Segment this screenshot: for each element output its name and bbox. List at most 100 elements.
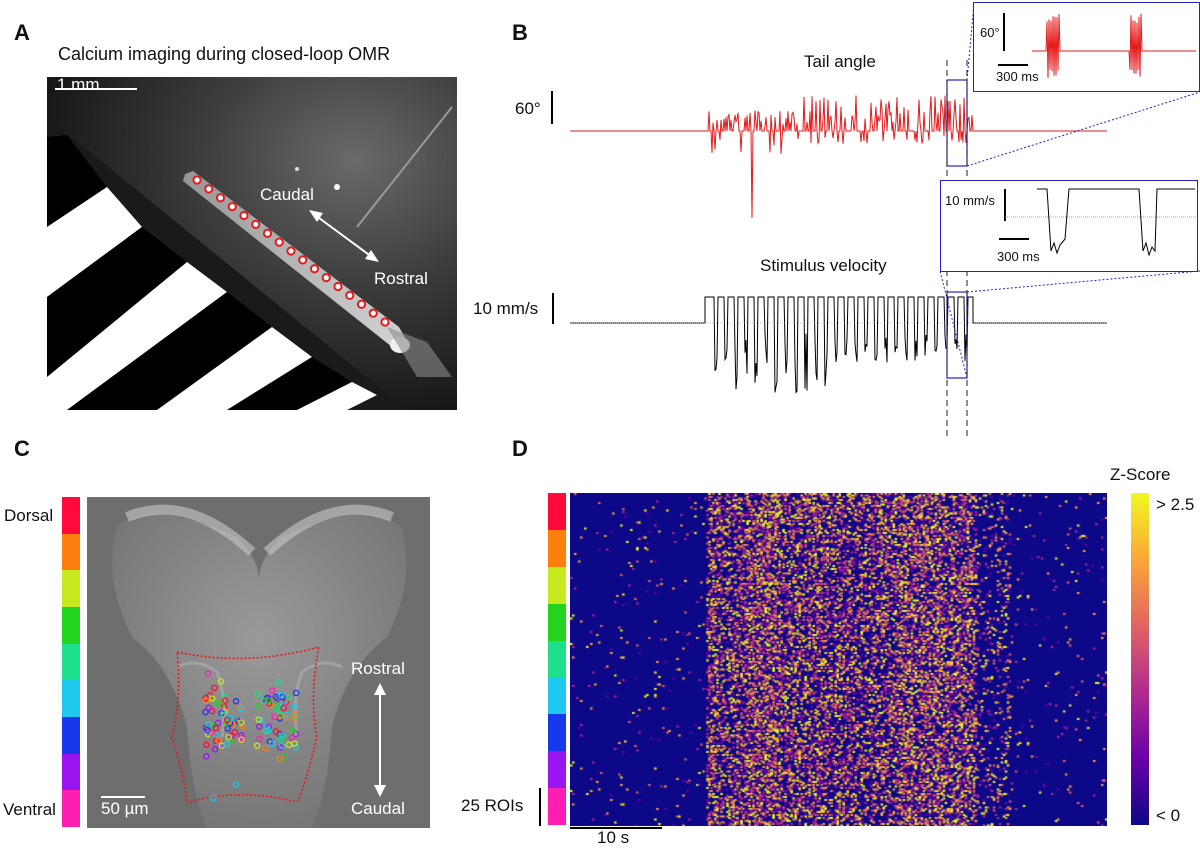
inset-stim-time: 300 ms [997, 249, 1040, 264]
roi-circle [255, 716, 262, 723]
colorbar-min-label: < 0 [1156, 806, 1181, 825]
tail-point [321, 273, 331, 283]
stimulus-velocity-trace [570, 296, 1107, 394]
roi-circle [289, 727, 297, 734]
roi-circle [260, 697, 268, 705]
roi-circle [202, 708, 209, 716]
roi-circle [205, 704, 212, 711]
roi-circle [253, 742, 261, 749]
roi-circle [269, 687, 276, 694]
inset-tail-scale: 60° [980, 25, 1000, 40]
colorbar-max-label: > 2.5 [1156, 495, 1195, 514]
roi-circle [264, 727, 272, 735]
bright-spot [334, 184, 340, 190]
roi-region-outline [171, 645, 321, 805]
roi-circle [282, 714, 289, 721]
roi-circle [223, 719, 230, 727]
roi-circle [285, 694, 292, 701]
depth-color-segment [548, 751, 566, 788]
tail-point [192, 175, 202, 185]
roi-circle [236, 716, 243, 723]
depth-color-segment [548, 640, 566, 678]
roi-circle [231, 728, 239, 736]
roi-circle [273, 705, 280, 712]
zoom-projection-line [966, 3, 975, 81]
roi-circle [271, 713, 278, 721]
roi-circle [278, 742, 286, 749]
roi-circles [202, 670, 300, 802]
roi-circle [205, 720, 213, 728]
panel-d-letter: D [512, 436, 528, 461]
panel-c-brain-image: 50 µm [87, 497, 430, 828]
roi-circle [280, 754, 287, 761]
zoom-projection-line [966, 270, 1200, 293]
tail-point [380, 317, 390, 327]
roi-circle [288, 734, 296, 741]
roi-circle [210, 684, 218, 692]
depth-color-bar [62, 497, 80, 827]
brain-outline [112, 514, 407, 828]
roi-circle [272, 693, 280, 701]
stim-velocity-title: Stimulus velocity [760, 256, 887, 275]
depth-color-segment [548, 714, 566, 752]
depth-color-segment [62, 753, 80, 791]
roi-circle [218, 701, 225, 709]
roi-circle [256, 735, 263, 743]
roi-circle [258, 716, 265, 724]
stim-inset: 10 mm/s 300 ms [940, 180, 1198, 272]
roi-circle [202, 697, 210, 705]
roi-circle [291, 703, 299, 710]
depth-color-segment [548, 603, 566, 641]
inset-stim-scale: 10 mm/s [945, 193, 995, 208]
tail-zoom-box [946, 79, 968, 167]
roi-circle [204, 726, 211, 734]
roi-circle [220, 712, 227, 719]
depth-color-segment [548, 566, 566, 604]
roi-circle [272, 728, 280, 735]
tail-point [309, 264, 320, 274]
tail-angle-title: Tail angle [804, 52, 876, 71]
z-score-colorbar [1131, 493, 1149, 825]
roi-circle [204, 670, 212, 677]
roi-circle [215, 737, 222, 745]
tail-point [262, 228, 273, 238]
roi-circle [214, 719, 222, 727]
roi-circle [210, 794, 217, 802]
roi-circle [212, 699, 220, 706]
roi-circle [202, 694, 209, 702]
tail-inset-svg [998, 13, 1196, 78]
roi-circle [279, 701, 287, 709]
roi-circle [232, 698, 240, 705]
label-rostral: Rostral [374, 269, 428, 288]
roi-circle [255, 702, 263, 709]
roi-circle [238, 732, 245, 739]
tail-point [286, 246, 296, 256]
roi-circle [208, 707, 216, 715]
label-rostral: Rostral [351, 659, 405, 678]
tail-inset: 60° 300 ms [973, 2, 1200, 92]
depth-color-segment [62, 497, 80, 534]
roi-circle [238, 736, 245, 743]
roi-circle [211, 746, 219, 753]
tail-point [251, 219, 261, 229]
label-dorsal: Dorsal [4, 506, 54, 525]
tail-point [274, 237, 284, 247]
label-caudal: Caudal [351, 799, 405, 818]
tail-tracking-points [192, 175, 390, 327]
tail-point [298, 255, 308, 265]
tail-point [204, 184, 214, 194]
roi-circle [262, 744, 269, 752]
roi-circle [232, 781, 240, 788]
depth-color-segment [62, 680, 80, 717]
panel-a-letter: A [14, 20, 30, 45]
roi-circle [225, 733, 232, 741]
roi-circle [223, 716, 231, 724]
roi-circle [256, 723, 263, 730]
roi-circle [204, 730, 212, 738]
roi-circle [292, 689, 300, 697]
tail-point [239, 210, 249, 221]
roi-circle [290, 715, 297, 722]
panel-c-letter: C [14, 436, 30, 461]
depth-color-bar [548, 493, 566, 825]
caudal-rostral-arrow [309, 210, 379, 262]
